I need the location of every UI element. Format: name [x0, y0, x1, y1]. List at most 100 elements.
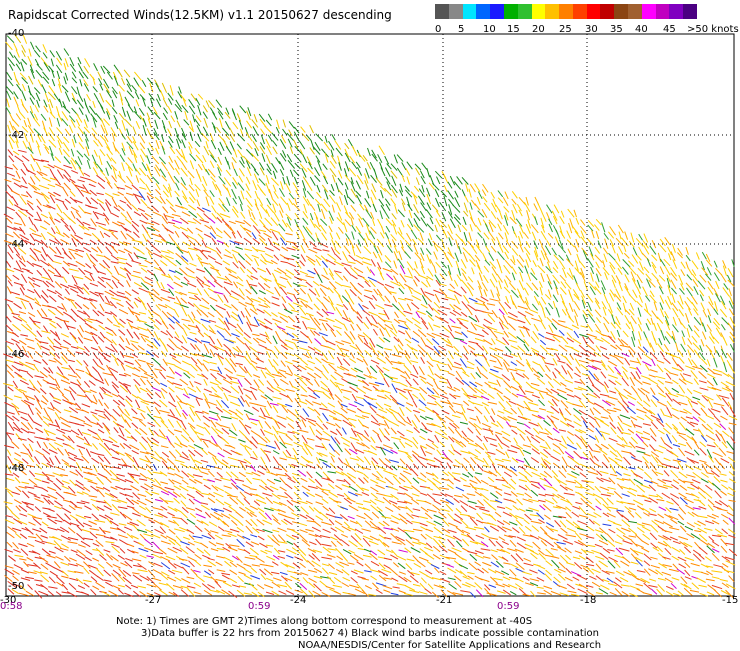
wind-barb: [194, 147, 200, 155]
wind-barb: [456, 318, 463, 325]
wind-barb: [562, 267, 567, 278]
wind-barb: [5, 216, 13, 224]
wind-barb: [530, 267, 536, 275]
wind-barb: [635, 237, 644, 247]
wind-barb: [370, 189, 377, 200]
wind-barb: [211, 122, 216, 129]
wind-barb: [35, 92, 41, 102]
wind-barb: [616, 302, 622, 310]
wind-barb: [587, 258, 594, 268]
wind-barb: [415, 311, 421, 319]
wind-barb: [168, 234, 174, 242]
wind-barb: [330, 246, 336, 255]
wind-barb: [33, 323, 41, 329]
wind-barb: [109, 289, 119, 297]
wind-barb: [134, 297, 142, 303]
wind-barb: [270, 177, 279, 186]
wind-barb: [404, 330, 412, 339]
wind-barb: [475, 239, 480, 249]
wind-barb: [272, 335, 278, 345]
wind-barb: [294, 126, 300, 134]
wind-barb: [328, 281, 337, 290]
wind-barb: [468, 188, 472, 198]
wind-barb: [637, 346, 646, 354]
wind-barb: [223, 294, 229, 303]
wind-barb: [293, 342, 299, 350]
wind-barb: [164, 214, 175, 219]
wind-barb: [651, 239, 657, 249]
wind-barb: [187, 275, 196, 279]
wind-barb: [495, 338, 506, 346]
wind-barb: [573, 301, 581, 311]
wind-barb: [358, 232, 365, 241]
wind-barb: [210, 139, 217, 150]
wind-barb: [160, 350, 167, 357]
wind-barb: [132, 231, 140, 238]
wind-barb: [670, 272, 678, 281]
wind-barb: [32, 277, 43, 282]
wind-barb: [331, 204, 335, 213]
wind-barb: [532, 350, 539, 357]
wind-barb: [344, 142, 350, 150]
wind-barb: [400, 198, 406, 206]
wind-barb: [391, 219, 397, 227]
wind-barb: [524, 310, 534, 317]
wind-barb: [49, 216, 56, 225]
wind-barb: [30, 132, 34, 143]
wind-barb: [324, 135, 328, 143]
wind-barb: [53, 191, 61, 197]
wind-barb: [351, 274, 358, 280]
wind-barb: [99, 230, 105, 239]
wind-barb: [337, 189, 343, 196]
wind-barb: [314, 167, 321, 177]
wind-barb: [122, 241, 132, 245]
wind-barb: [20, 168, 27, 176]
wind-barb: [505, 295, 509, 304]
wind-barb: [713, 288, 719, 297]
wind-barb: [252, 333, 260, 337]
wind-barb: [302, 211, 309, 219]
wind-barb: [215, 227, 223, 234]
wind-barb: [357, 296, 363, 303]
wind-barb: [542, 308, 546, 318]
wind-barb: [398, 287, 405, 295]
wind-barb: [7, 184, 13, 192]
wind-barb: [226, 311, 231, 318]
wind-barb: [343, 168, 348, 178]
wind-barb: [63, 169, 71, 178]
wind-barb: [283, 344, 294, 350]
wind-barb: [93, 63, 98, 72]
wind-barb: [203, 267, 212, 276]
wind-barb: [238, 195, 243, 205]
wind-barb: [15, 211, 21, 218]
wind-barb: [161, 161, 169, 172]
wind-barb: [650, 317, 654, 325]
wind-barb: [179, 291, 188, 296]
wind-barb: [260, 204, 268, 214]
wind-barb: [342, 251, 349, 262]
wind-barb: [79, 176, 91, 181]
wind-barb: [715, 327, 723, 338]
wind-barb: [40, 345, 51, 351]
wind-barb: [167, 186, 172, 198]
wind-barb: [426, 254, 432, 264]
wind-barb: [447, 181, 453, 189]
wind-barb: [407, 203, 413, 212]
wind-barb: [184, 110, 188, 121]
wind-barb: [391, 354, 402, 358]
wind-barb: [238, 294, 245, 300]
wind-barb: [130, 340, 139, 344]
wind-barb: [426, 168, 431, 178]
wind-barb: [43, 127, 49, 137]
wind-barb: [413, 224, 420, 232]
wind-barb: [664, 299, 671, 310]
wind-barb: [126, 233, 135, 241]
wind-barb: [183, 276, 190, 283]
wind-barb: [477, 265, 483, 274]
wind-barb: [210, 225, 217, 235]
wind-barb: [76, 287, 84, 295]
wind-barb: [64, 198, 72, 204]
wind-barb: [40, 294, 49, 304]
wind-barb: [555, 286, 559, 295]
wind-barb: [539, 287, 543, 296]
